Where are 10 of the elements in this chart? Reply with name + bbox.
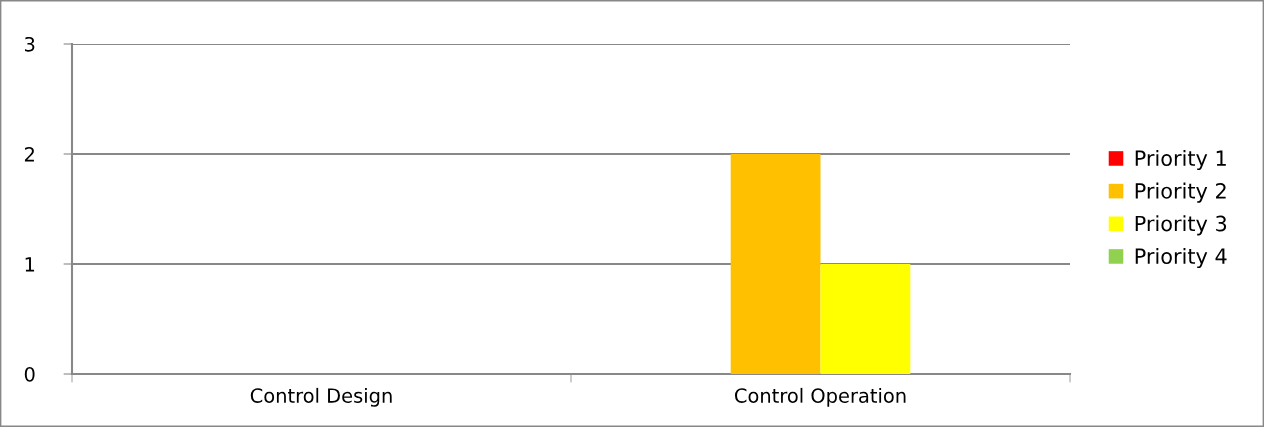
y-tick-label: 3 bbox=[25, 36, 35, 52]
legend-label: Priority 1 bbox=[1135, 149, 1226, 171]
legend-label: Priority 2 bbox=[1135, 182, 1226, 203]
legend-label: Priority 3 bbox=[1135, 215, 1227, 236]
legend-label: Priority 4 bbox=[1135, 247, 1227, 269]
y-tick-label: 1 bbox=[25, 257, 35, 272]
y-tick-label: 0 bbox=[24, 366, 35, 382]
x-tick-label: Control Operation bbox=[734, 387, 906, 407]
y-tick-label: 2 bbox=[24, 146, 34, 162]
x-tick-label: Control Design bbox=[250, 387, 392, 407]
